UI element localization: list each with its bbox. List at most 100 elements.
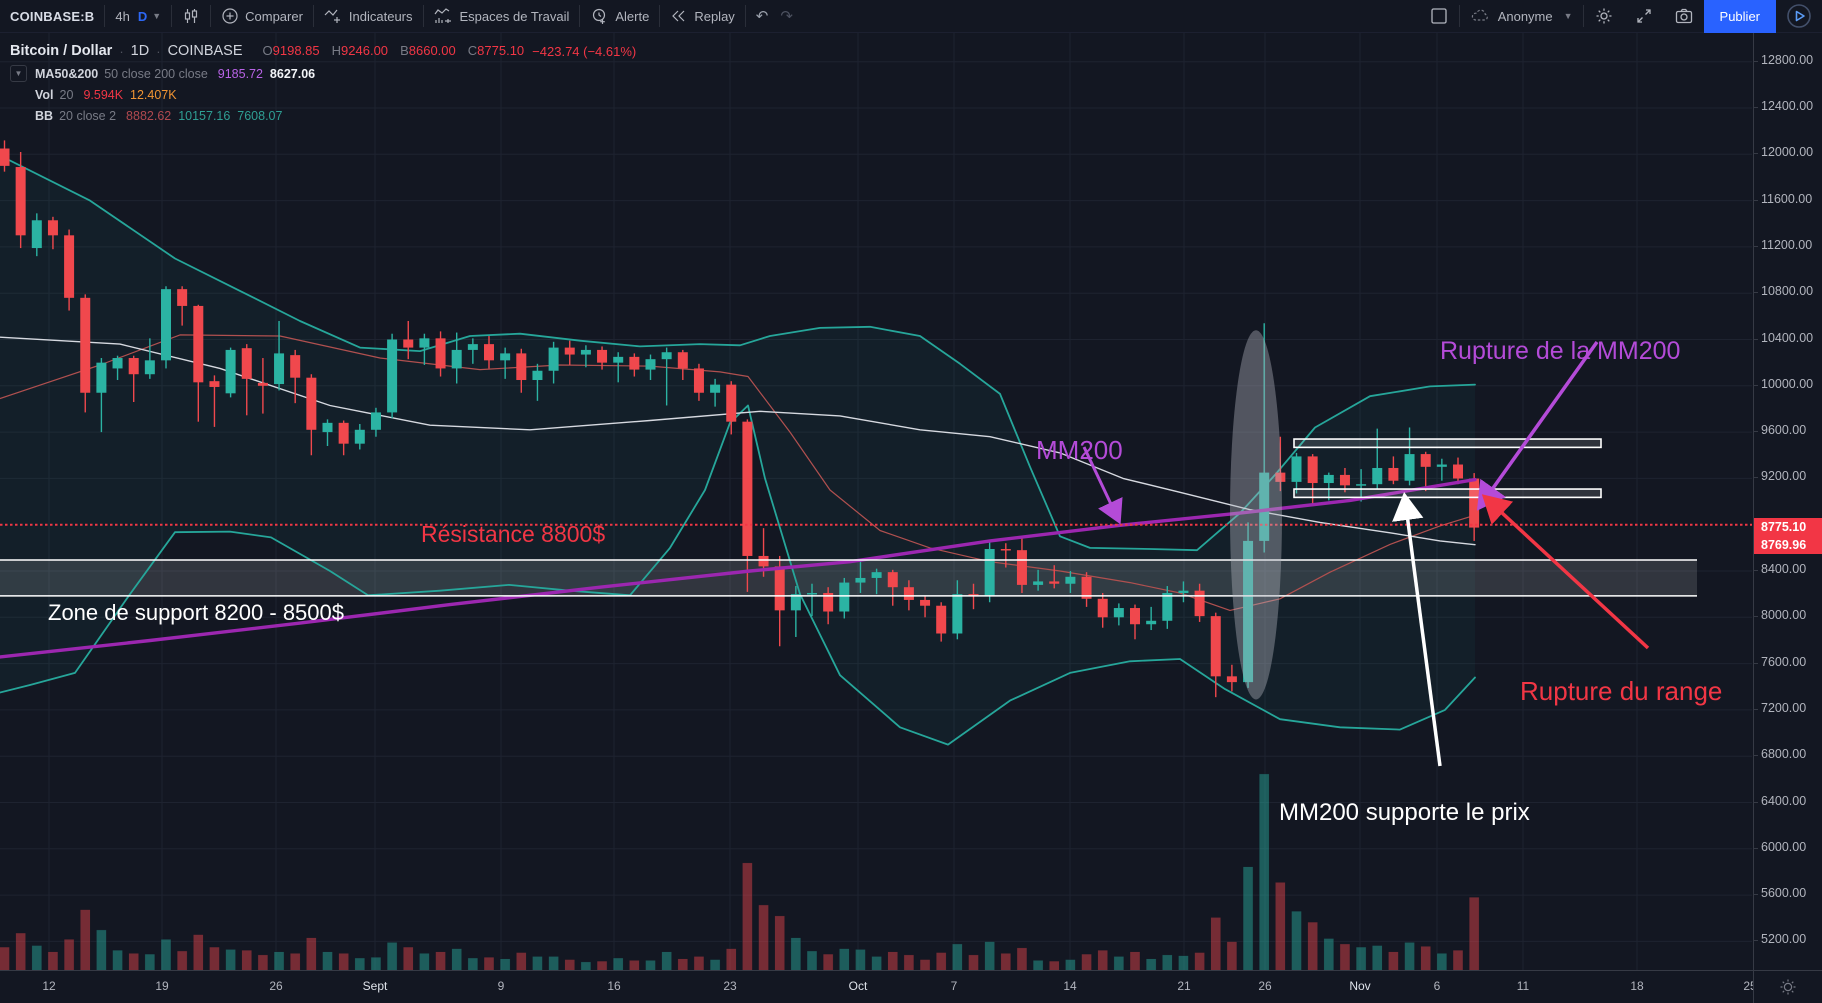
toolbar-separator [171, 5, 173, 27]
replay-icon [670, 7, 688, 25]
symbol-button[interactable]: COINBASE:B [10, 8, 95, 24]
symbol-legend-row[interactable]: Bitcoin / Dollar · 1D · COINBASE O9198.8… [10, 39, 636, 63]
toolbar-separator [1582, 5, 1584, 27]
toolbar-separator [104, 5, 106, 27]
time-tick: 26 [269, 979, 283, 993]
interval-d-button[interactable]: D [137, 8, 148, 24]
candles-icon [185, 9, 198, 23]
toolbar-separator [579, 5, 581, 27]
settings-gear-button[interactable] [1594, 6, 1614, 26]
time-tick: Oct [848, 979, 868, 993]
candle-style-button[interactable] [182, 7, 200, 25]
price-tick: 7600.00 [1752, 654, 1807, 669]
layout-button[interactable] [1429, 6, 1449, 26]
replay-button[interactable]: Replay [670, 7, 735, 25]
cloud-icon [1470, 7, 1492, 25]
ma50-line [0, 336, 1476, 546]
collapse-indicators-button[interactable]: ▼ [10, 65, 27, 82]
bb-basis-value: 8882.62 [126, 108, 172, 123]
white-arrow[interactable] [1392, 492, 1442, 767]
redo-button[interactable]: ↷ [780, 8, 793, 25]
workspaces-button[interactable]: Espaces de Travail [434, 7, 569, 25]
red-arrow[interactable] [1481, 494, 1650, 650]
time-tick: 19 [155, 979, 169, 993]
alert-button[interactable]: Alerte [590, 7, 649, 25]
toolbar-separator [1458, 5, 1460, 27]
time-tick: 23 [723, 979, 737, 993]
open-value: 9198.85 [272, 43, 320, 58]
time-axis[interactable]: 12 19 26 Sept 9 16 23 Oct 7 14 21 26 Nov 6 11 18 25 [0, 970, 1822, 1003]
account-button[interactable]: Anonyme ▼ [1460, 0, 1583, 33]
legend-interval: 1D [130, 43, 150, 59]
high-key: H [331, 43, 342, 58]
mm200-support-annotation[interactable]: MM200 supporte le prix [1279, 799, 1530, 826]
chart-area[interactable]: Bitcoin / Dollar · 1D · COINBASE O9198.8… [0, 33, 1822, 970]
compare-label: Comparer [245, 8, 303, 24]
price-tick: 5200.00 [1752, 932, 1807, 947]
indicators-button[interactable]: Indicateurs [324, 7, 413, 25]
mm200-label-arrow[interactable] [1082, 446, 1123, 525]
theme-sun-icon[interactable] [1779, 978, 1797, 996]
snapshot-camera-button[interactable] [1674, 6, 1694, 26]
price-tick: 10400.00 [1752, 330, 1814, 345]
low-key: B [400, 43, 409, 58]
bb-name: BB [35, 108, 54, 123]
toolbar-separator [312, 5, 314, 27]
legend-separator: · [119, 43, 124, 59]
candles [0, 140, 1480, 698]
high-value: 9246.00 [341, 43, 389, 58]
time-tick: 11 [1516, 979, 1530, 993]
price-axis[interactable]: 12800.00 12400.00 12000.00 11600.00 11200.00… [1752, 33, 1822, 970]
support-zone-annotation[interactable]: Zone de support 8200 - 8500$ [48, 600, 345, 625]
open-key: O [262, 43, 273, 58]
alert-label: Alerte [615, 8, 650, 24]
top-toolbar: COINBASE:B 4h D ▼ [0, 0, 1822, 33]
chart-legend: Bitcoin / Dollar · 1D · COINBASE O9198.8… [10, 39, 636, 126]
interval-4h-button[interactable]: 4h [115, 8, 130, 24]
vol-ma-value: 12.407K [130, 87, 177, 102]
volume-indicator-row[interactable]: Vol 20 9.594K 12.407K [35, 84, 636, 105]
time-tick: Nov [1349, 979, 1371, 993]
time-tick: 9 [497, 979, 505, 993]
symbol-title: Bitcoin / Dollar [10, 43, 113, 59]
plus-circle-icon [221, 7, 239, 25]
publish-button[interactable]: Publier [1703, 0, 1776, 33]
change-value: −423.74 (−4.61%) [532, 43, 637, 59]
range-box-bottom[interactable] [1293, 488, 1602, 499]
rupture-range-annotation[interactable]: Rupture du range [1520, 676, 1723, 706]
alarm-clock-icon [590, 7, 609, 25]
account-label: Anonyme [1497, 8, 1553, 24]
price-tick: 8000.00 [1752, 608, 1807, 623]
price-chart-canvas[interactable] [0, 33, 1822, 970]
mm200-annotation[interactable]: MM200 [1036, 435, 1123, 465]
volume-bars [0, 773, 1480, 970]
indicators-icon [324, 7, 343, 25]
undo-button[interactable]: ↶ [755, 8, 769, 25]
ma-indicator-row[interactable]: ▼ MA50&200 50 close 200 close 9185.72 86… [10, 63, 636, 84]
bb-lower-value: 7608.07 [237, 108, 283, 123]
highlight-ellipse[interactable] [1230, 330, 1282, 700]
price-tick: 9200.00 [1752, 469, 1807, 484]
ma-name: MA50&200 [35, 66, 99, 81]
play-publish-idea-button[interactable] [1786, 3, 1812, 29]
chevron-down-icon[interactable]: ▼ [152, 11, 162, 21]
compare-button[interactable]: Comparer [221, 7, 303, 25]
bb-fill [0, 155, 1475, 745]
fullscreen-button[interactable] [1634, 6, 1654, 26]
price-tick: 6800.00 [1752, 747, 1807, 762]
bb-indicator-row[interactable]: BB 20 close 2 8882.62 10157.16 7608.07 [35, 105, 636, 126]
resistance-annotation[interactable]: Résistance 8800$ [421, 521, 606, 547]
price-tick: 12400.00 [1752, 99, 1814, 113]
price-tick: 9600.00 [1752, 423, 1807, 438]
time-tick: 12 [42, 979, 56, 993]
toolbar-separator [210, 5, 212, 27]
rupture-mm200-annotation[interactable]: Rupture de la MM200 [1440, 337, 1681, 365]
price-tick: 10000.00 [1752, 376, 1814, 391]
ma50-value: 9185.72 [217, 66, 263, 81]
low-price-tag: 8769.96 [1754, 536, 1822, 555]
range-box-top[interactable] [1293, 438, 1602, 449]
magenta-arrow[interactable] [1476, 340, 1599, 511]
price-tick: 6000.00 [1752, 839, 1807, 854]
replay-label: Replay [694, 8, 735, 24]
